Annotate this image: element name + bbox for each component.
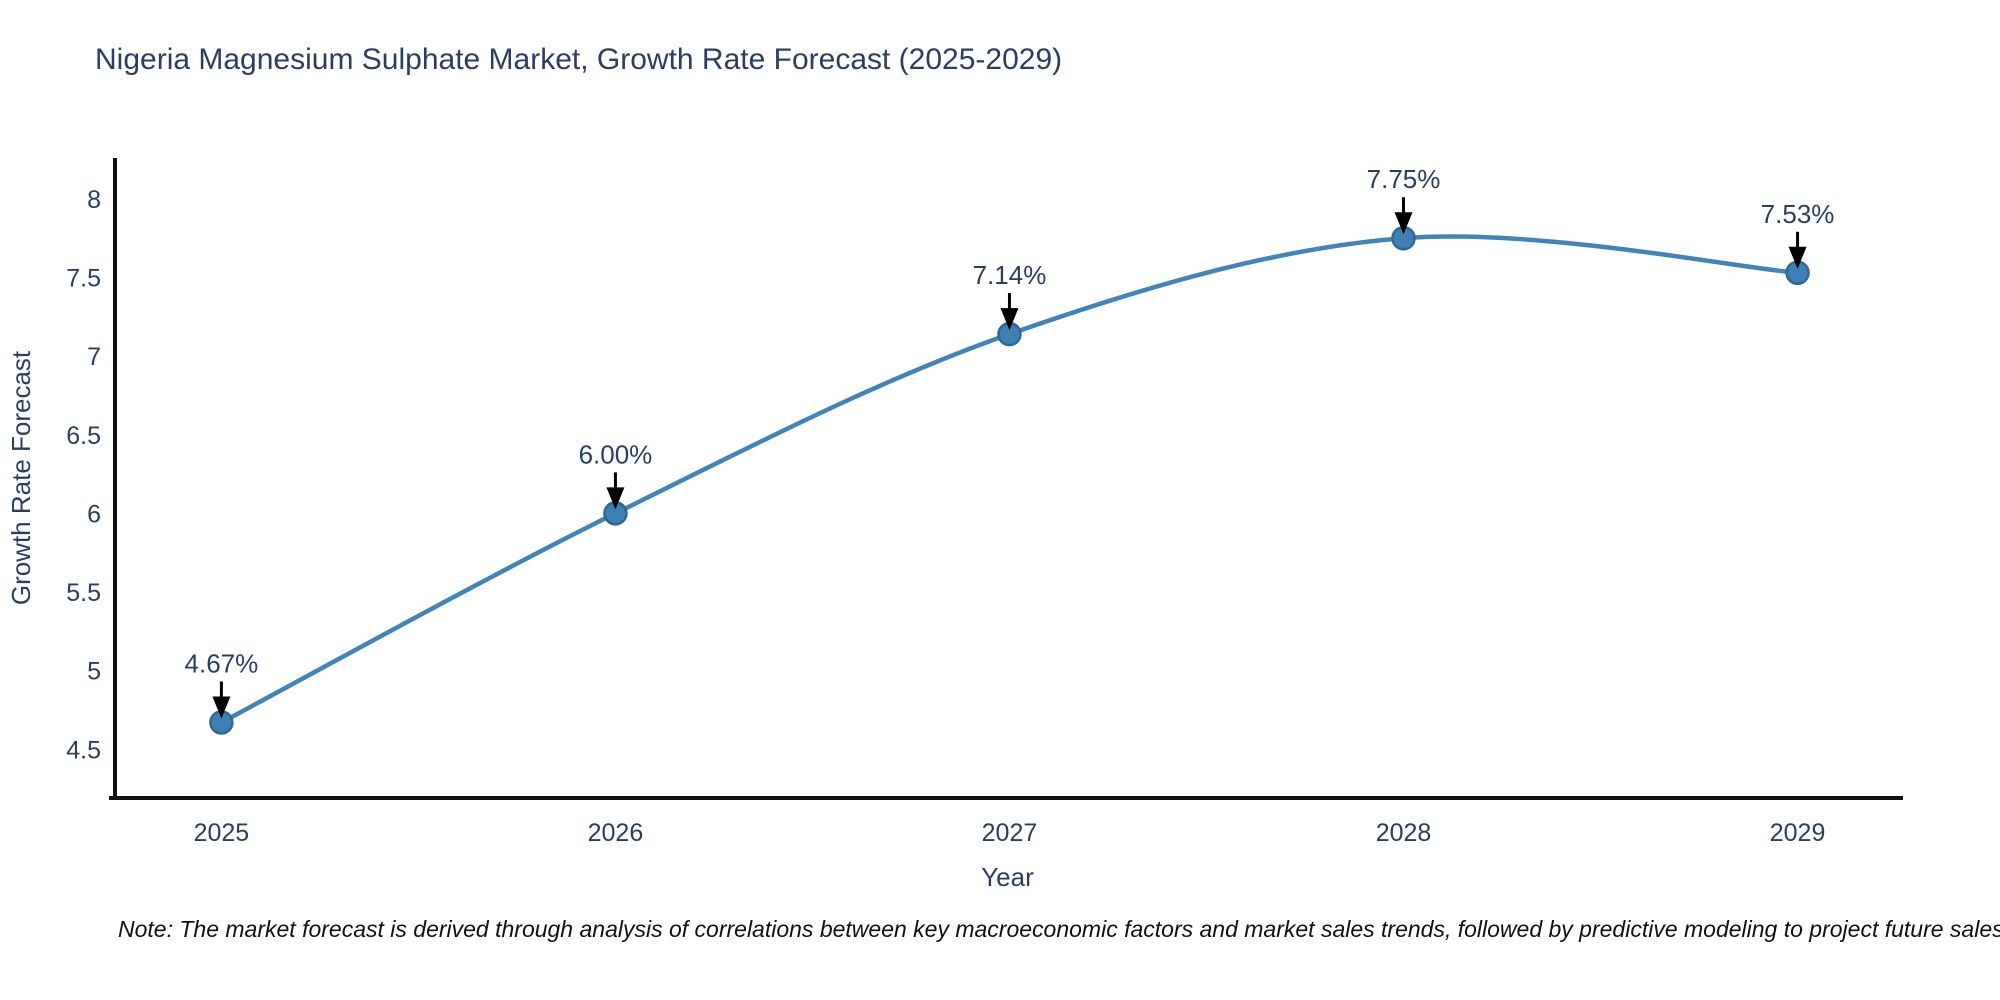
annotation-label: 7.75%: [1367, 164, 1441, 194]
y-tick-label: 5: [87, 658, 101, 686]
y-tick-label: 6.5: [66, 422, 101, 450]
annotation-label: 7.14%: [973, 260, 1047, 290]
annotation-arrowhead: [212, 696, 231, 719]
y-axis-title: Growth Rate Forecast: [6, 350, 36, 605]
y-tick-label: 6: [87, 500, 101, 528]
y-tick-label: 8: [87, 186, 101, 214]
annotation-label: 7.53%: [1761, 199, 1835, 229]
y-tick-label: 4.5: [66, 736, 101, 764]
annotation-arrowhead: [1394, 212, 1413, 235]
x-tick-label: 2029: [1770, 819, 1826, 847]
x-tick-label: 2026: [588, 819, 644, 847]
x-tick-label: 2027: [982, 819, 1038, 847]
x-tick-label: 2028: [1376, 819, 1432, 847]
y-tick-label: 5.5: [66, 579, 101, 607]
annotation-arrowhead: [1788, 246, 1807, 269]
chart-title: Nigeria Magnesium Sulphate Market, Growt…: [95, 43, 1063, 76]
x-tick-label: 2025: [194, 819, 250, 847]
footnote: Note: The market forecast is derived thr…: [118, 916, 2000, 942]
annotation-arrowhead: [606, 487, 625, 510]
annotation-label: 6.00%: [579, 439, 653, 469]
annotation-label: 4.67%: [185, 649, 259, 679]
x-axis-title: Year: [981, 862, 1034, 892]
y-tick-label: 7: [87, 343, 101, 371]
y-tick-label: 7.5: [66, 265, 101, 293]
annotation-arrowhead: [1000, 308, 1019, 331]
